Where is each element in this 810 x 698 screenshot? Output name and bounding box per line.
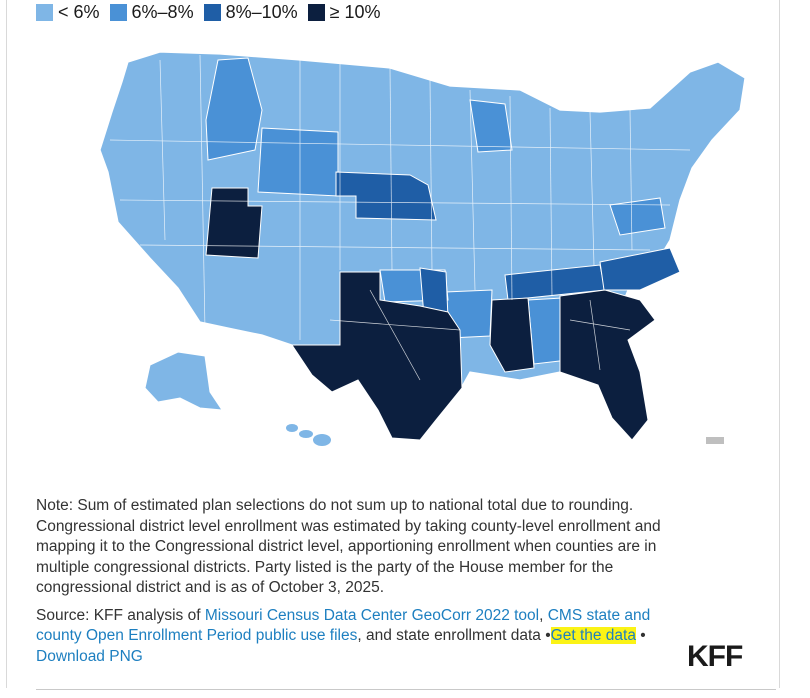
state-wisconsin[interactable] (469, 99, 513, 153)
legend-item-lt6: < 6% (36, 2, 100, 22)
legend-swatch (36, 3, 53, 21)
legend-item-6-8: 6%–8% (109, 2, 194, 22)
district-boundaries (109, 54, 691, 381)
chart-notes: Note: Sum of estimated plan selections d… (36, 496, 686, 674)
legend-swatch (203, 3, 221, 21)
state-louisiana-mississippi[interactable] (489, 297, 535, 373)
state-utah[interactable] (205, 187, 263, 259)
legend-swatch (109, 3, 127, 21)
state-idaho[interactable] (205, 57, 263, 161)
territory-puerto-rico[interactable] (706, 437, 724, 444)
note-text: Note: Sum of estimated plan selections d… (36, 497, 661, 596)
legend-label: 8%–10% (225, 2, 298, 22)
state-hawaii[interactable] (286, 424, 331, 446)
source-middle: , and state enrollment data (357, 627, 546, 644)
legend-label: ≥ 10% (329, 2, 381, 22)
source-prefix: Source: KFF analysis of (36, 606, 205, 624)
source-text: Source: KFF analysis of Missouri Census … (36, 606, 686, 668)
kff-logo: KFF (687, 640, 743, 673)
state-virginia-area[interactable] (609, 197, 666, 236)
state-texas[interactable] (291, 271, 463, 441)
bullet-separator: • (640, 627, 646, 644)
state-alaska[interactable] (144, 351, 223, 411)
source-sep: , (539, 606, 548, 624)
legend-label: < 6% (58, 2, 100, 22)
state-north-carolina[interactable] (599, 247, 681, 291)
legend-label: 6%–8% (131, 2, 194, 22)
state-nebraska[interactable] (335, 171, 437, 221)
legend-item-gte10: ≥ 10% (307, 2, 381, 22)
download-png-link[interactable]: Download PNG (36, 647, 143, 665)
cms-files-link[interactable]: CMS state and county Open Enrollment Per… (36, 606, 651, 645)
bullet-separator: • (545, 627, 551, 644)
geocorr-link[interactable]: Missouri Census Data Center GeoCorr 2022… (204, 606, 540, 624)
divider (36, 689, 776, 690)
get-the-data-link[interactable]: Get the data (550, 627, 636, 644)
chart-frame (6, 0, 780, 688)
legend-item-8-10: 8%–10% (203, 2, 298, 22)
legend-swatch (307, 3, 325, 21)
state-georgia-south-carolina-florida[interactable] (559, 289, 656, 441)
legend: < 6% 6%–8% 8%–10% ≥ 10% (36, 2, 381, 22)
us-congressional-district-map[interactable] (90, 30, 750, 460)
state-wyoming[interactable] (257, 127, 339, 197)
